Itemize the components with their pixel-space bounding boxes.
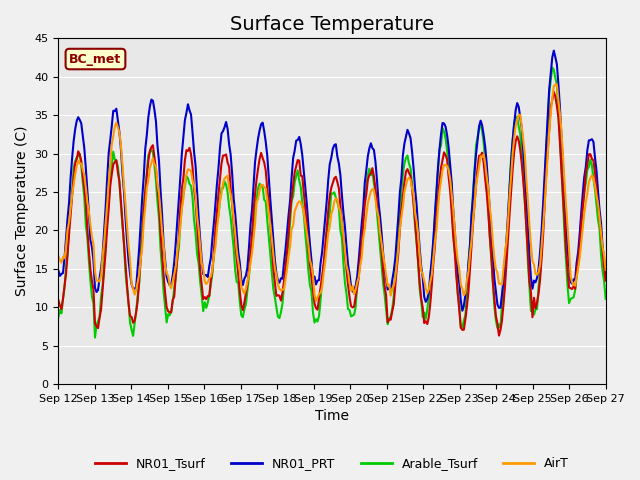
AirT — [122, 201, 129, 207]
Title: Surface Temperature: Surface Temperature — [230, 15, 434, 34]
NR01_Tsurf — [602, 278, 609, 284]
Arable_Tsurf — [602, 296, 609, 302]
NR01_Tsurf — [245, 268, 253, 274]
Arable_Tsurf — [296, 178, 303, 183]
AirT — [553, 82, 561, 87]
Line: AirT: AirT — [58, 84, 605, 301]
Arable_Tsurf — [237, 312, 245, 318]
Arable_Tsurf — [574, 260, 582, 266]
NR01_PRT — [54, 267, 62, 273]
NR01_PRT — [236, 260, 244, 266]
NR01_PRT — [122, 215, 129, 220]
NR01_Tsurf — [122, 262, 129, 268]
AirT — [218, 191, 225, 196]
Legend: NR01_Tsurf, NR01_PRT, Arable_Tsurf, AirT: NR01_Tsurf, NR01_PRT, Arable_Tsurf, AirT — [90, 453, 574, 476]
NR01_PRT — [574, 249, 582, 255]
AirT — [574, 265, 582, 271]
NR01_PRT — [218, 131, 225, 136]
Arable_Tsurf — [548, 65, 556, 71]
AirT — [294, 201, 301, 206]
NR01_Tsurf — [54, 298, 62, 303]
Text: BC_met: BC_met — [69, 52, 122, 66]
AirT — [312, 298, 320, 304]
NR01_Tsurf — [550, 89, 557, 95]
AirT — [236, 268, 244, 274]
Line: NR01_PRT: NR01_PRT — [58, 50, 605, 311]
Arable_Tsurf — [54, 314, 62, 320]
NR01_PRT — [458, 308, 466, 313]
NR01_Tsurf — [218, 160, 225, 166]
Y-axis label: Surface Temperature (C): Surface Temperature (C) — [15, 126, 29, 297]
Arable_Tsurf — [219, 185, 227, 191]
Line: Arable_Tsurf: Arable_Tsurf — [58, 68, 605, 337]
NR01_Tsurf — [574, 256, 582, 262]
AirT — [602, 267, 609, 273]
NR01_PRT — [550, 48, 557, 53]
AirT — [245, 272, 253, 277]
NR01_Tsurf — [236, 288, 244, 294]
NR01_Tsurf — [294, 157, 301, 163]
X-axis label: Time: Time — [315, 409, 349, 423]
AirT — [54, 253, 62, 259]
NR01_PRT — [245, 245, 253, 251]
Arable_Tsurf — [123, 286, 131, 291]
NR01_PRT — [294, 137, 301, 143]
Arable_Tsurf — [246, 257, 254, 263]
NR01_Tsurf — [495, 333, 503, 338]
Line: NR01_Tsurf: NR01_Tsurf — [58, 92, 605, 336]
Arable_Tsurf — [91, 335, 99, 340]
NR01_PRT — [602, 272, 609, 277]
